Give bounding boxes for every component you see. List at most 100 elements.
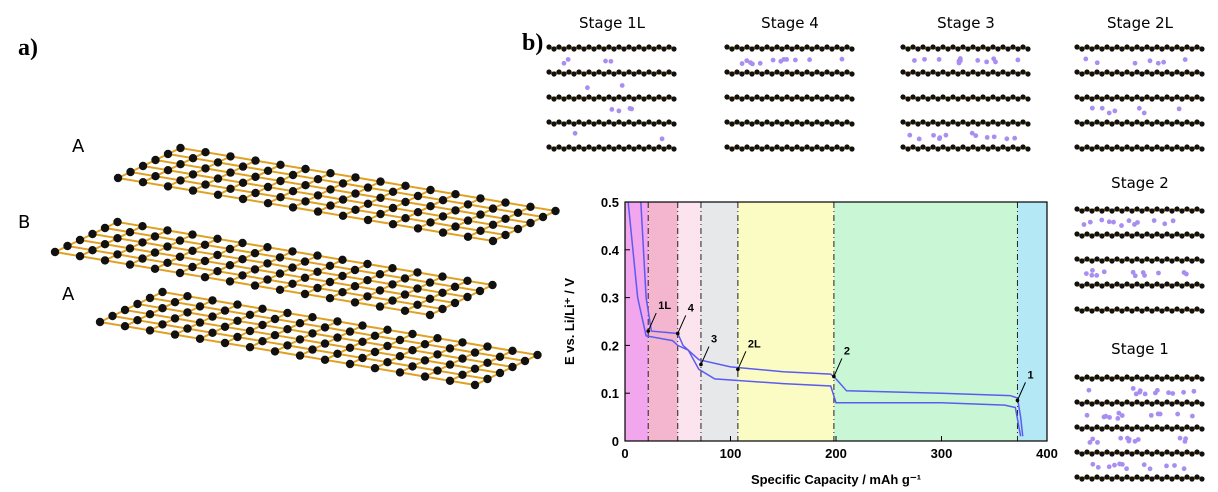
carbon-atom (799, 46, 804, 51)
carbon-atom (839, 46, 844, 51)
carbon-atom (1119, 208, 1124, 213)
carbon-atom (1199, 96, 1204, 101)
lithium-atom (1112, 463, 1117, 468)
carbon-atom (1114, 144, 1119, 149)
carbon-atom (1084, 281, 1089, 286)
carbon-atom (1139, 451, 1144, 456)
carbon-atom (849, 146, 854, 151)
carbon-atom (1189, 146, 1194, 151)
carbon-atom (636, 44, 641, 49)
carbon-atom (1104, 424, 1109, 429)
carbon-atom (1194, 44, 1199, 49)
carbon-atom (789, 121, 794, 126)
carbon-atom (1189, 208, 1194, 213)
carbon-atom (1179, 451, 1184, 456)
carbon-atom (176, 236, 184, 244)
carbon-atom (990, 119, 995, 124)
carbon-atom (1010, 94, 1015, 99)
lithium-atom (1099, 218, 1104, 223)
carbon-atom (661, 96, 666, 101)
carbon-atom (1084, 94, 1089, 99)
lithium-atom (1107, 219, 1112, 224)
carbon-atom (171, 298, 179, 306)
carbon-atom (1134, 281, 1139, 286)
carbon-atom (1184, 474, 1189, 479)
carbon-atom (338, 256, 346, 264)
carbon-atom (1129, 233, 1134, 238)
lithium-atom (758, 61, 763, 66)
carbon-atom (779, 121, 784, 126)
carbon-atom (985, 96, 990, 101)
carbon-atom (794, 69, 799, 74)
carbon-atom (571, 146, 576, 151)
carbon-atom (363, 292, 371, 300)
carbon-atom (749, 71, 754, 76)
carbon-atom (1154, 256, 1159, 261)
lithium-atom (1175, 412, 1180, 417)
carbon-atom (438, 289, 446, 297)
carbon-atom (464, 233, 472, 241)
carbon-atom (1109, 208, 1114, 213)
lithium-atom (1183, 57, 1188, 62)
carbon-atom (1154, 306, 1159, 311)
lithium-atom (1191, 389, 1196, 394)
carbon-atom (476, 227, 484, 235)
carbon-atom (960, 94, 965, 99)
carbon-atom (985, 71, 990, 76)
carbon-atom (113, 234, 121, 242)
carbon-atom (301, 197, 309, 205)
carbon-atom (651, 96, 656, 101)
annotation: 2 (844, 345, 850, 357)
carbon-atom (1179, 283, 1184, 288)
carbon-atom (671, 96, 676, 101)
stage-structure (724, 44, 854, 151)
carbon-atom (576, 94, 581, 99)
carbon-atom (930, 69, 935, 74)
carbon-atom (301, 181, 309, 189)
carbon-atom (163, 226, 171, 234)
carbon-atom (1079, 96, 1084, 101)
carbon-atom (611, 121, 616, 126)
carbon-atom (606, 69, 611, 74)
carbon-atom (1020, 144, 1025, 149)
carbon-atom (471, 381, 479, 389)
carbon-atom (1114, 449, 1119, 454)
carbon-atom (1079, 426, 1084, 431)
carbon-atom (1020, 44, 1025, 49)
carbon-atom (339, 195, 347, 203)
carbon-atom (734, 144, 739, 149)
carbon-atom (1119, 451, 1124, 456)
carbon-atom (905, 46, 910, 51)
carbon-atom (591, 96, 596, 101)
carbon-atom (258, 337, 266, 345)
carbon-atom (196, 302, 204, 310)
carbon-atom (289, 171, 297, 179)
carbon-atom (814, 119, 819, 124)
carbon-atom (611, 146, 616, 151)
carbon-atom (1089, 476, 1094, 481)
carbon-atom (970, 94, 975, 99)
x-tick-label: 0 (621, 446, 628, 461)
x-tick-label: 400 (1036, 446, 1058, 461)
lithium-atom (1138, 388, 1143, 393)
lithium-atom (1164, 464, 1169, 469)
carbon-atom (804, 69, 809, 74)
lithium-atom (1127, 218, 1132, 223)
lithium-atom (1158, 412, 1163, 417)
carbon-atom (1164, 231, 1169, 236)
carbon-atom (1149, 401, 1154, 406)
carbon-atom (1089, 233, 1094, 238)
carbon-atom (935, 46, 940, 51)
carbon-atom (388, 296, 396, 304)
carbon-atom (970, 44, 975, 49)
carbon-atom (1084, 399, 1089, 404)
lithium-atom (1183, 436, 1188, 441)
carbon-atom (581, 96, 586, 101)
carbon-atom (1139, 46, 1144, 51)
carbon-atom (1124, 69, 1129, 74)
carbon-atom (364, 200, 372, 208)
carbon-atom (955, 71, 960, 76)
carbon-atom (576, 119, 581, 124)
carbon-atom (794, 144, 799, 149)
carbon-atom (489, 221, 497, 229)
